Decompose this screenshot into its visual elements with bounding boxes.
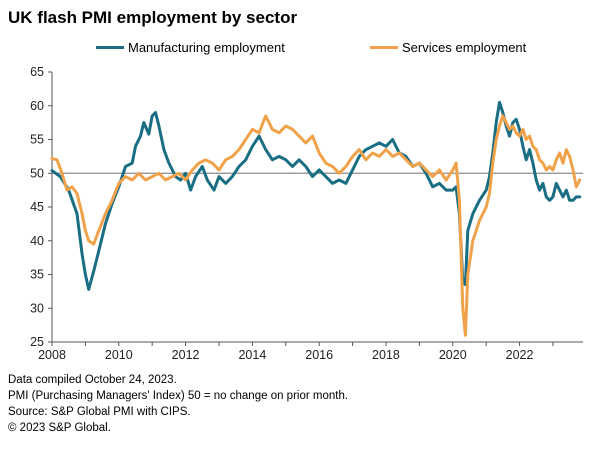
x-tick-label: 2018 — [372, 348, 400, 362]
y-tick-label: 60 — [30, 99, 44, 113]
series-line-manufacturing — [50, 100, 582, 291]
x-tick-label: 2016 — [305, 348, 333, 362]
chart-title: UK flash PMI employment by sector — [8, 8, 298, 27]
x-tick-label: 2020 — [439, 348, 467, 362]
y-tick-label: 35 — [30, 268, 44, 282]
chart-plot: 25 30 35 40 45 50 55 60 65 2008 2010 2012 2014 2016 20… — [30, 65, 583, 362]
x-tick-label: 2008 — [38, 348, 66, 362]
y-tick-label: 40 — [30, 234, 44, 248]
y-tick-label: 65 — [30, 65, 44, 79]
x-tick-label: 2014 — [238, 348, 266, 362]
y-tick-label: 45 — [30, 200, 44, 214]
y-tick-label: 30 — [30, 301, 44, 315]
y-tick-label: 25 — [30, 335, 44, 349]
x-tick-label: 2010 — [105, 348, 133, 362]
footnote-source: Source: S&P Global PMI with CIPS. — [8, 406, 191, 418]
legend-swatch-manufacturing — [96, 46, 124, 49]
x-tick-label: 2012 — [172, 348, 200, 362]
legend-item-manufacturing: Manufacturing employment — [96, 40, 285, 55]
y-tick-label: 55 — [30, 133, 44, 147]
footnote-copyright: © 2023 S&P Global. — [8, 422, 111, 434]
series-line-services — [50, 114, 582, 337]
x-tick-label: 2022 — [506, 348, 534, 362]
legend-label-manufacturing: Manufacturing employment — [128, 40, 285, 55]
footnote-pmi-definition: PMI (Purchasing Managers' Index) 50 = no… — [8, 390, 349, 402]
footnote-data-compiled: Data compiled October 24, 2023. — [8, 374, 177, 386]
legend-item-services: Services employment — [370, 40, 526, 55]
legend-label-services: Services employment — [402, 40, 527, 55]
legend-swatch-services — [370, 46, 398, 49]
footnotes: Data compiled October 24, 2023. PMI (Pur… — [8, 372, 348, 436]
y-tick-label: 50 — [30, 166, 44, 180]
